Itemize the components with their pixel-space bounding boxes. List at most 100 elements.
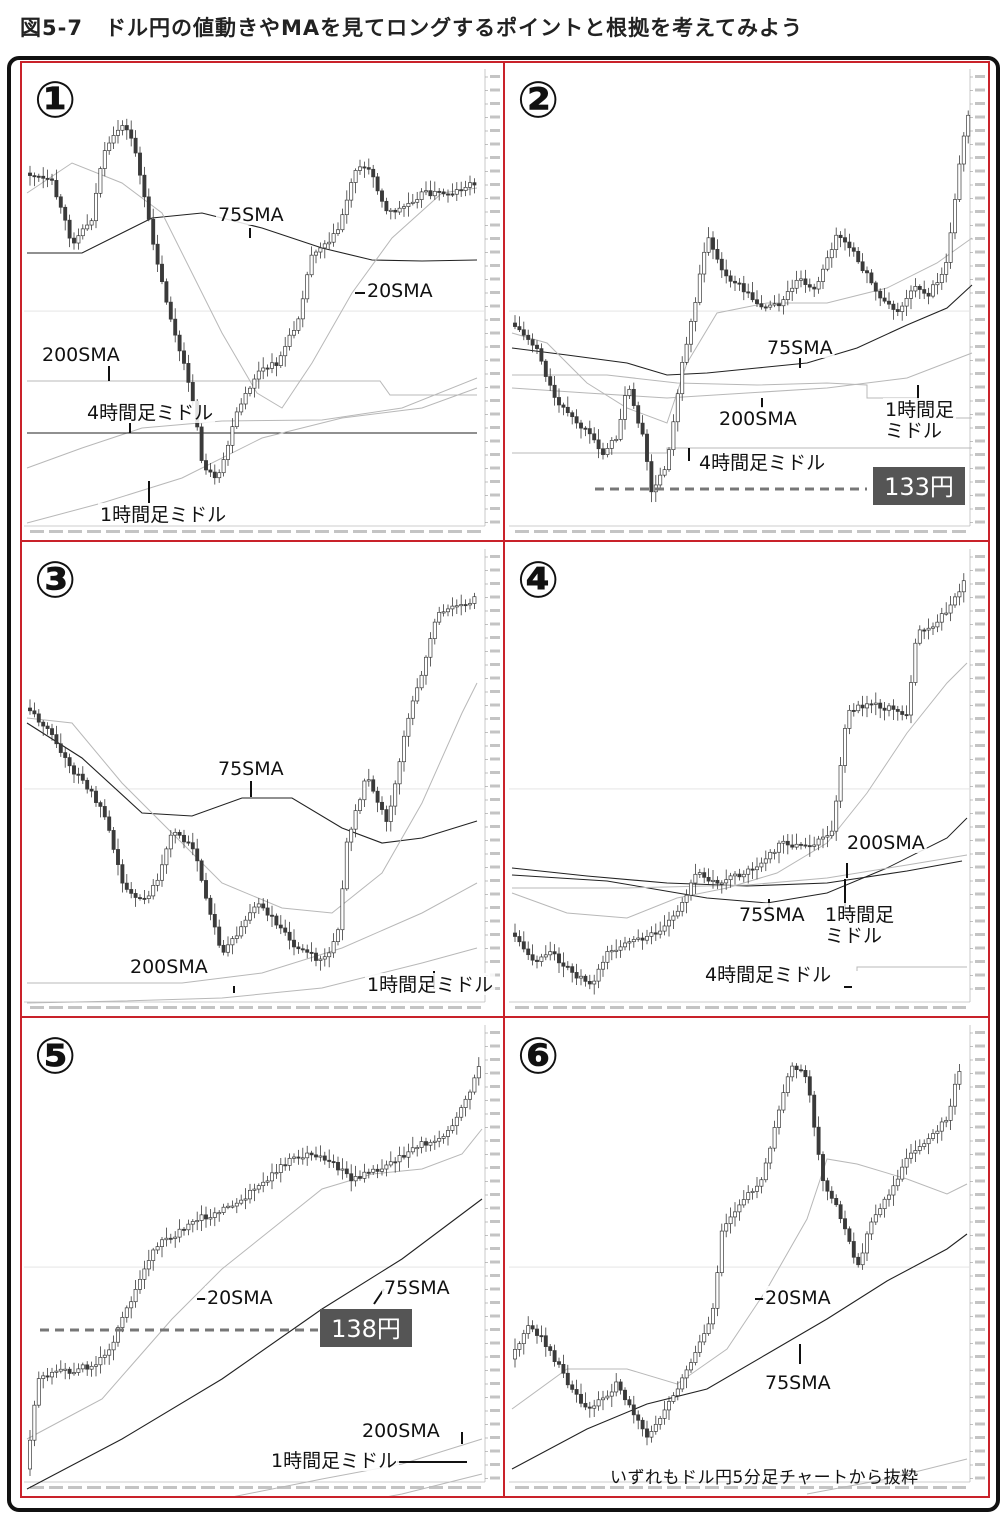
price-tick-label [490,196,500,200]
time-tick-label [914,530,928,533]
time-tick-label [182,1486,196,1489]
candle-body [843,237,847,243]
candle-body [384,1164,389,1170]
annotation-label: 1時間足ミドル [271,1450,397,1472]
candle-body [305,274,310,300]
candle-body [120,125,125,131]
time-tick-label [239,1486,253,1489]
candle-body [371,168,376,178]
candle-body [552,951,557,955]
candle-body [614,438,619,441]
time-tick-label [106,1006,120,1009]
candle-body [609,950,614,953]
price-tick-label [975,636,985,639]
candle-body [891,1185,896,1196]
indicator-line-2 [26,1128,483,1440]
candle-body [755,866,759,871]
candle-body [680,362,685,395]
candle-body [631,388,636,406]
price-tick-label [490,636,500,639]
candle-body [680,1377,685,1390]
annotation-bg [845,831,927,853]
candle-body [931,626,935,629]
annotation-bg [128,955,210,977]
candle-body [702,251,707,275]
annotation-bg [717,407,799,429]
candle-body [45,177,50,180]
candle-body [821,836,825,840]
indicator-line-1 [26,722,478,844]
candle-body [287,1157,292,1166]
price-tick-label [490,1449,500,1453]
candle-body [410,700,415,719]
candle-body [212,914,217,928]
candle-body [592,1405,597,1409]
candle-body [76,1368,81,1373]
candle-body [80,773,85,781]
price-tick-label [490,946,500,950]
candle-body [371,779,376,792]
time-tick-label [914,1006,928,1009]
candle-body [72,1372,76,1375]
candle-body [856,1256,861,1266]
candle-body [601,448,605,455]
indicator-line-2 [511,817,968,904]
candle-body [305,1152,310,1159]
candle-body [794,279,799,289]
price-tick-label [490,372,500,375]
time-tick-label [724,1006,738,1009]
candle-body [909,290,913,299]
candle-body [463,186,468,191]
candle-body [344,199,349,216]
price-tick-label [975,453,985,456]
time-tick-label [49,530,63,533]
price-tick-label [490,1220,500,1223]
candle-body [658,474,663,486]
candle-body [829,249,834,259]
indicator-line-1 [27,212,478,262]
candle-body [631,1404,636,1416]
candle-body [904,298,909,307]
time-tick-label [705,1006,719,1009]
price-tick-label [975,1125,985,1129]
price-tick-label [975,1422,985,1426]
price-tick-label [490,385,500,389]
candle-body [891,303,896,310]
candle-body [702,1333,707,1343]
candle-body [961,135,966,165]
candle-body [649,1431,654,1438]
candle-body [618,1381,623,1391]
candle-body [208,469,213,473]
candle-body [948,232,953,263]
time-tick-label [182,1006,196,1009]
candle-body [781,840,786,844]
candle-body [204,880,208,899]
time-tick-label [591,530,605,533]
indicator-line-1 [26,1198,483,1490]
candle-body [649,932,654,937]
candle-body [270,1172,274,1182]
time-tick-label [220,1486,234,1489]
time-tick-label [895,1006,909,1009]
time-tick-label [429,1486,443,1489]
candle-body [763,1162,768,1181]
candle-body [755,1185,759,1192]
price-tick-label [975,1139,985,1142]
candle-body [543,360,548,377]
price-tick-label [490,1044,500,1048]
candle-body [331,941,336,954]
candle-body [146,895,151,899]
candle-body [234,1202,239,1207]
candle-body [733,1211,737,1218]
price-tick-label [975,480,985,483]
price-tick-label [975,399,985,402]
price-tick-label [490,1355,500,1358]
candle-body [177,1228,182,1238]
candle-body [913,286,918,292]
candle-body [645,433,649,462]
candle-body [305,949,310,953]
candle-body [772,1127,777,1149]
price-tick-label [490,1247,500,1250]
candle-body [675,1388,680,1396]
candle-body [138,1279,142,1290]
